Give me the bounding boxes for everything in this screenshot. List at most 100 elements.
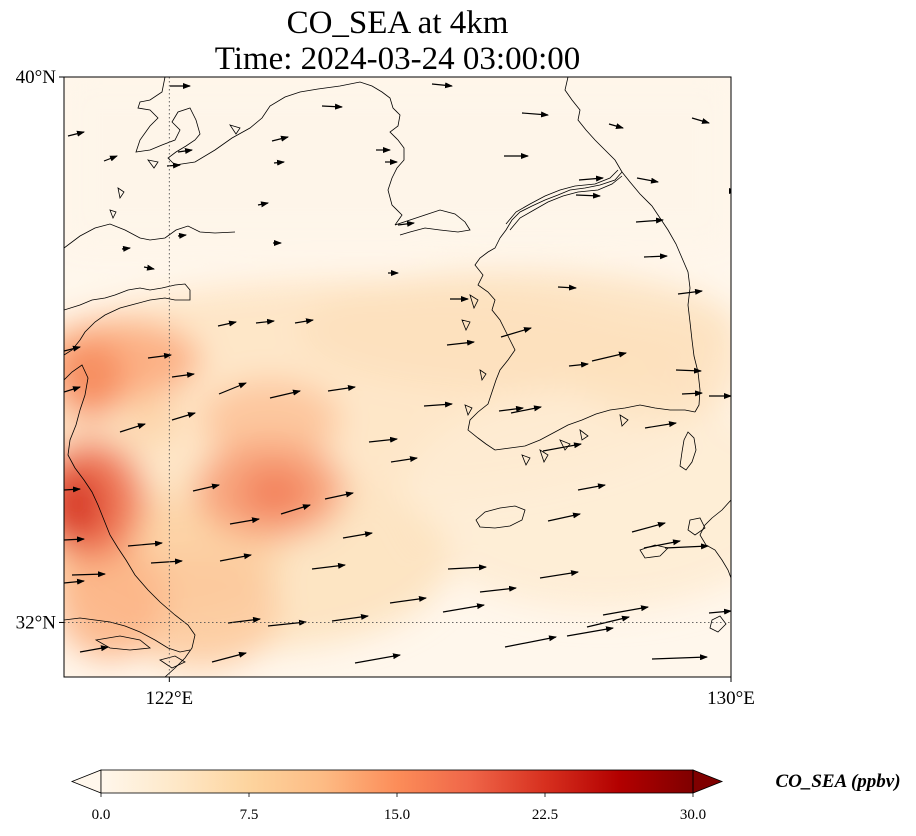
wind-arrow xyxy=(324,491,354,500)
wind-arrow xyxy=(257,201,269,208)
wind-arrow xyxy=(568,361,589,368)
wind-arrow xyxy=(431,82,453,89)
wind-arrow xyxy=(504,635,557,648)
wind-arrow xyxy=(498,405,524,412)
wind-arrow xyxy=(631,521,666,533)
coast-korea-north xyxy=(499,77,623,239)
wind-arrow xyxy=(280,504,311,515)
coast-dmz-channel-2 xyxy=(509,175,623,231)
wind-arrow xyxy=(321,103,343,110)
wind-arrow xyxy=(397,220,415,227)
coast-yangtze-estuary xyxy=(64,617,191,653)
yangtze-estuary-islands xyxy=(94,635,186,669)
wind-arrow xyxy=(311,562,346,570)
tsushima-island xyxy=(679,431,697,471)
axis-labels: 122°E 130°E 40°N 32°N xyxy=(16,67,755,709)
wind-arrow xyxy=(566,626,614,637)
wind-arrow xyxy=(586,615,630,628)
wind-arrow xyxy=(681,390,703,397)
wind-arrow xyxy=(557,284,577,291)
lat-tick-label: 32°N xyxy=(16,612,57,633)
colorbar: 0.0 7.5 15.0 22.5 30.0 CO_SEA (ppbv) xyxy=(70,769,901,823)
wind-arrow xyxy=(542,442,582,452)
wind-arrow xyxy=(327,385,356,392)
wind-arrow xyxy=(121,245,131,252)
wind-arrow xyxy=(171,412,196,421)
wind-arrow xyxy=(635,217,664,224)
wind-arrow xyxy=(218,382,247,395)
wind-arrow xyxy=(64,536,85,543)
wind-arrow xyxy=(342,531,373,539)
coast-bohai-peninsula xyxy=(394,209,471,236)
wind-arrow xyxy=(171,371,195,378)
wind-arrow xyxy=(602,605,649,616)
gridlines xyxy=(64,77,731,677)
wind-arrow xyxy=(636,177,659,184)
wind-arrow xyxy=(354,653,401,664)
colorbar-gradient xyxy=(101,770,693,793)
wind-arrow xyxy=(368,436,398,443)
wind-arrow xyxy=(177,148,193,154)
map-frame xyxy=(63,76,732,678)
wind-arrow xyxy=(64,486,81,493)
wind-arrow xyxy=(389,595,427,604)
wind-arrow xyxy=(331,613,369,622)
coast-korea-west xyxy=(467,237,516,451)
wind-arrow xyxy=(269,389,301,399)
colorbar-tick-label: 15.0 xyxy=(384,807,410,823)
coast-korea-south xyxy=(494,404,696,451)
colorbar-extend-min xyxy=(70,769,102,794)
china-coastal-islands xyxy=(109,124,241,219)
wind-arrow xyxy=(255,318,275,325)
colorbar-extend-max xyxy=(692,769,724,794)
wind-arrow xyxy=(442,603,485,613)
wind-arrow xyxy=(177,232,187,239)
wind-arrow xyxy=(147,352,172,359)
lon-tick-label: 130°E xyxy=(707,688,755,709)
wind-arrow xyxy=(447,564,487,571)
wind-arrow xyxy=(577,483,606,491)
colorbar-tick-label: 22.5 xyxy=(532,807,558,823)
wind-arrow xyxy=(643,539,681,549)
wind-arrow xyxy=(591,351,627,362)
lat-tick-label: 40°N xyxy=(16,67,57,88)
wind-arrow xyxy=(271,135,289,142)
wind-arrow xyxy=(273,159,285,166)
wind-arrow xyxy=(578,175,604,182)
wind-arrow xyxy=(390,456,418,463)
wind-arrow xyxy=(64,386,81,393)
wind-arrow xyxy=(664,543,709,550)
wind-arrow xyxy=(150,558,183,565)
wind-arrow xyxy=(211,651,247,663)
wind-arrow xyxy=(64,578,85,585)
coast-shandong-south xyxy=(64,223,236,249)
coast-dmz-channel xyxy=(505,169,619,225)
wind-arrow xyxy=(79,645,109,653)
wind-arrow xyxy=(539,570,579,579)
wind-arrow xyxy=(294,318,314,325)
wind-arrow xyxy=(677,288,703,295)
colorbar-label: CO_SEA (ppbv) xyxy=(775,771,900,792)
wind-arrow xyxy=(643,253,668,260)
wind-arrow xyxy=(229,517,260,525)
wind-arrow xyxy=(691,117,710,124)
chart-subtitle: Time: 2024-03-24 03:00:00 xyxy=(214,41,581,77)
coast-china-north xyxy=(135,77,405,226)
wind-arrow xyxy=(708,608,731,615)
coast-china-southeast xyxy=(64,364,196,677)
co-concentration-field xyxy=(64,77,731,677)
wind-arrow xyxy=(103,155,118,162)
wind-arrow xyxy=(446,339,475,346)
colorbar-tick-label: 7.5 xyxy=(240,807,259,823)
wind-arrow xyxy=(127,540,163,547)
wind-arrow xyxy=(267,619,307,627)
kyushu-coast xyxy=(699,499,731,579)
wind-arrow xyxy=(143,264,155,271)
colorbar-tick-label: 30.0 xyxy=(680,807,706,823)
coast-korea-east xyxy=(621,171,701,413)
chart-title: CO_SEA at 4km xyxy=(286,5,509,41)
wind-arrow xyxy=(119,423,146,433)
lon-tick-label: 122°E xyxy=(145,688,193,709)
wind-arrow xyxy=(575,192,601,199)
